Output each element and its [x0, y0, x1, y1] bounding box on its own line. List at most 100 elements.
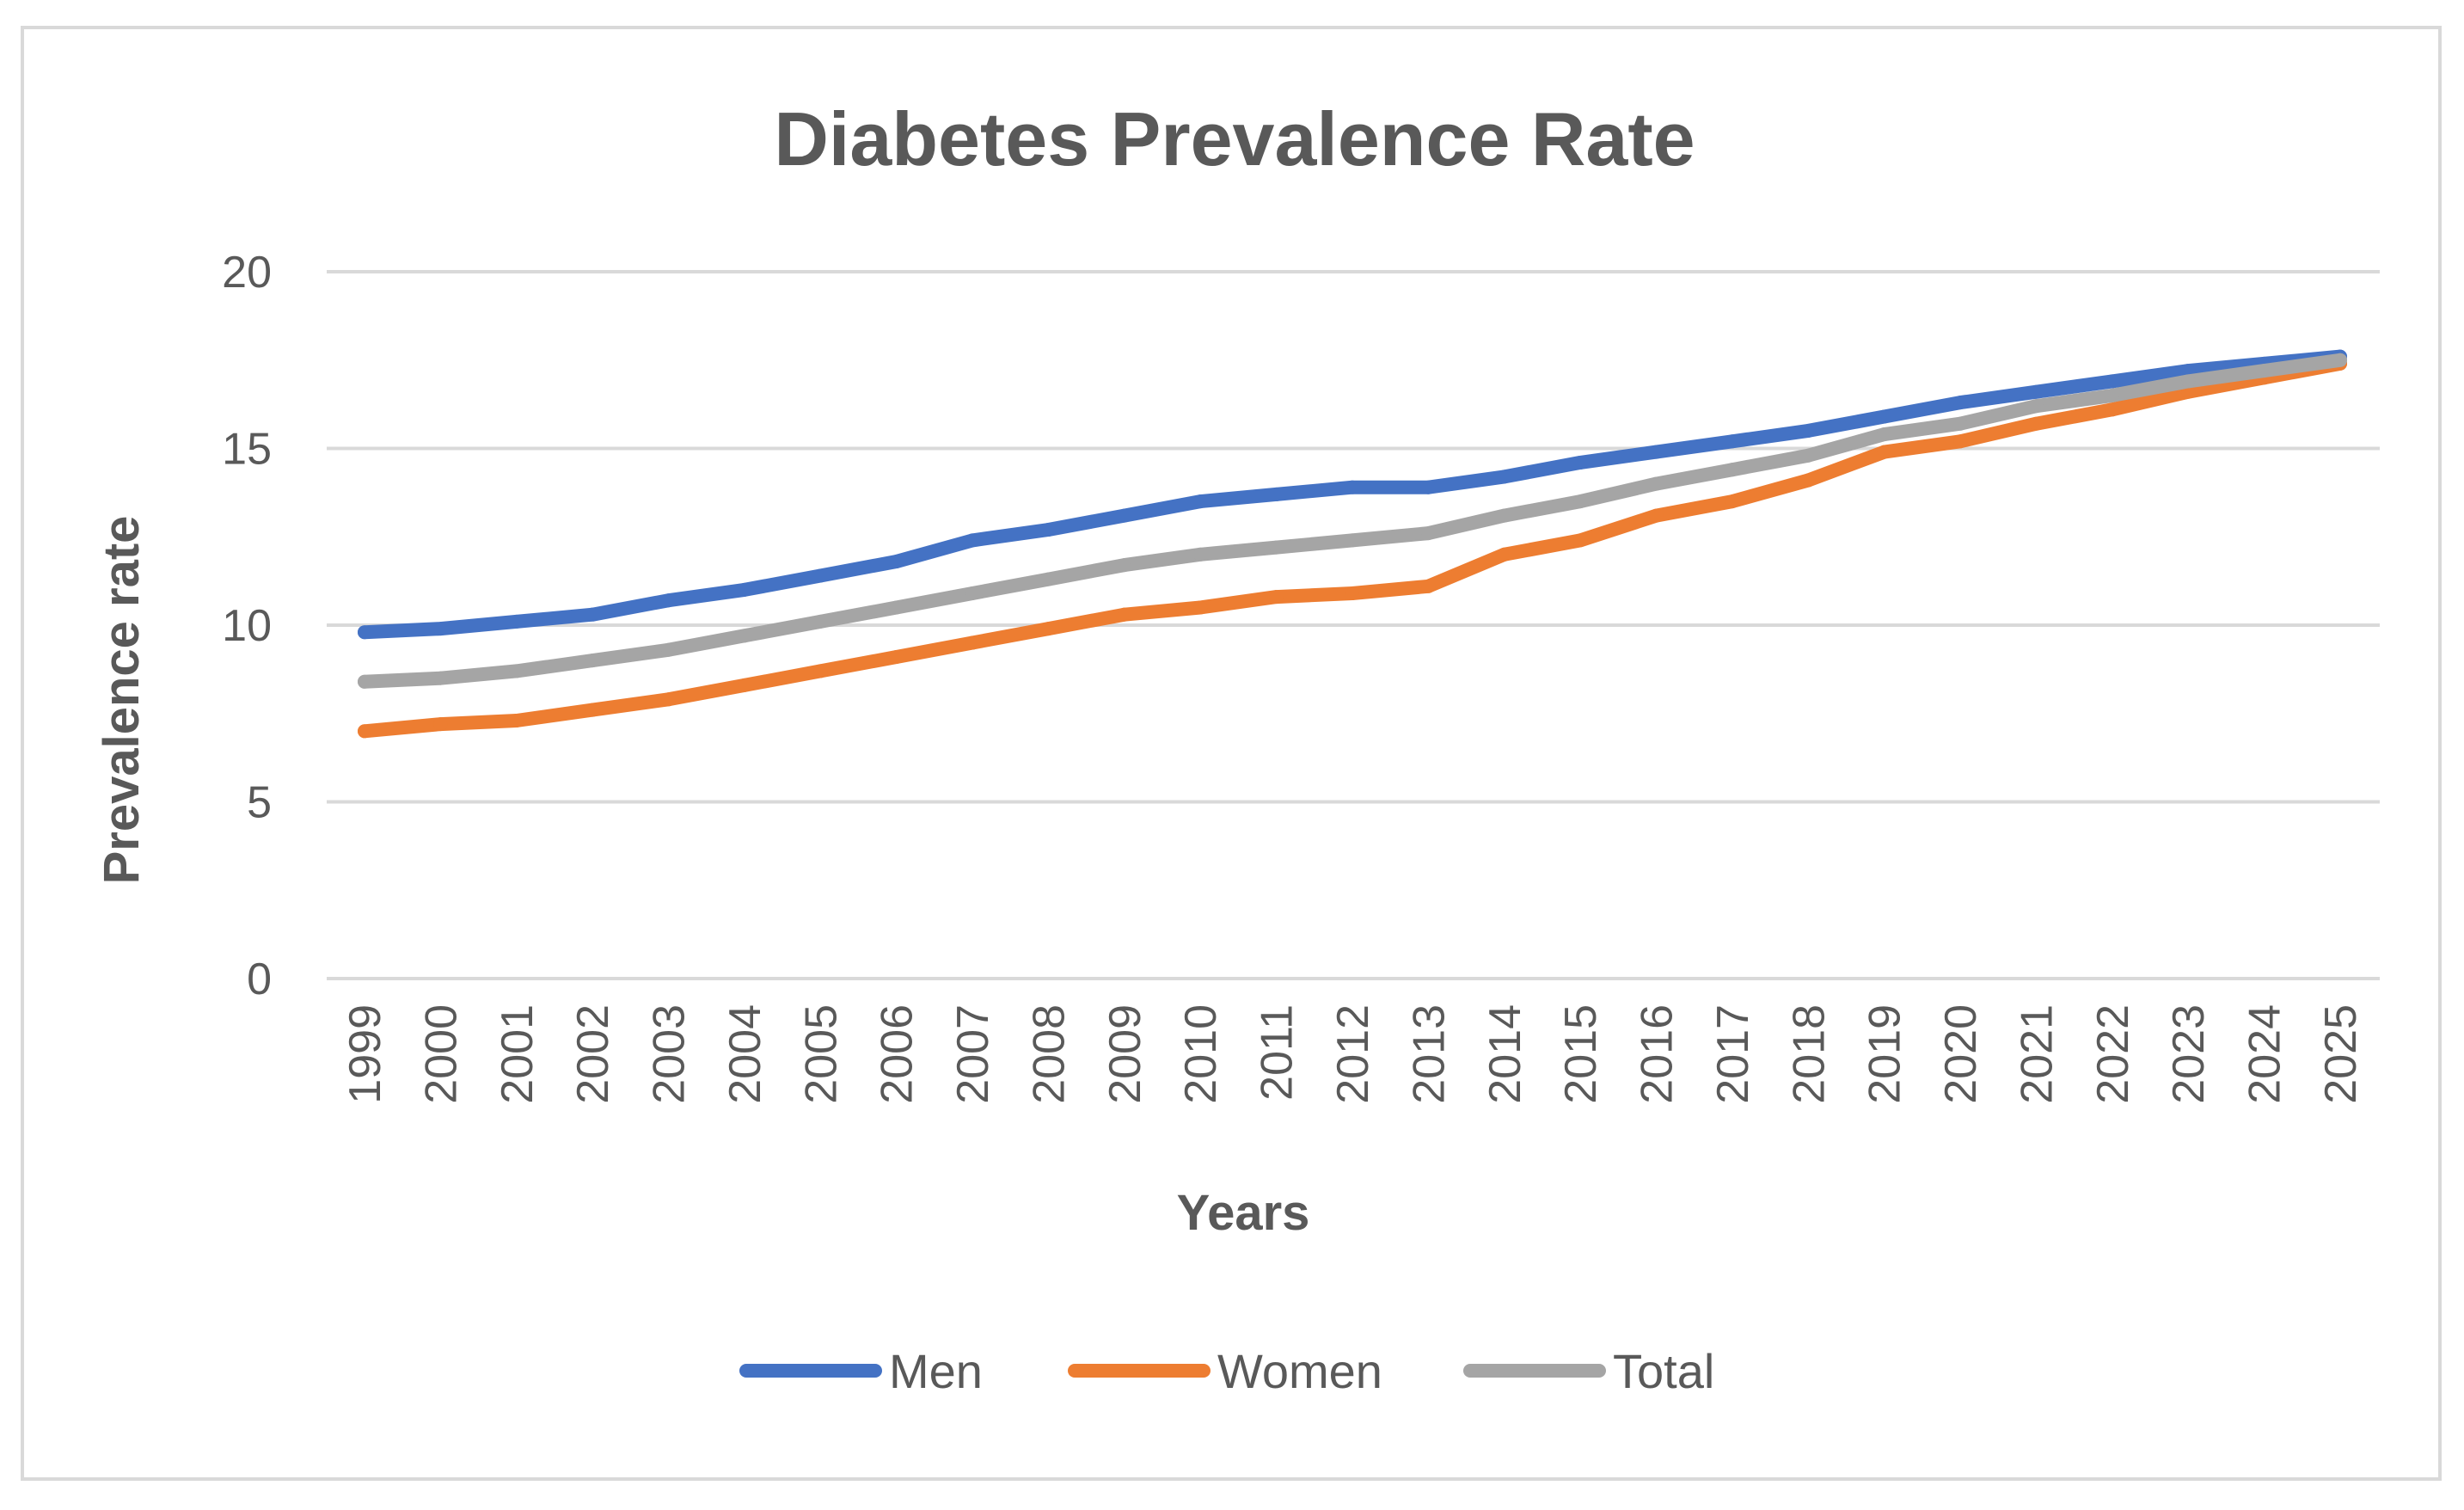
data-point-men — [737, 582, 751, 597]
data-point-women — [1497, 547, 1511, 562]
data-point-men — [1725, 434, 1739, 449]
data-point-total — [1041, 572, 1056, 586]
x-axis-tick-labels: 1999 2000 2001 2002 2003 2004 2005 2006 2007 2008… — [340, 1004, 2366, 1104]
data-point-men — [358, 625, 371, 640]
data-point-men — [661, 593, 676, 608]
x-tick-label: 2019 — [1860, 1004, 1910, 1104]
data-point-total — [737, 629, 751, 643]
data-point-men — [1345, 480, 1359, 494]
data-point-total — [1193, 547, 1208, 562]
data-point-women — [1193, 600, 1208, 615]
data-point-total — [1725, 463, 1739, 477]
data-point-total — [1345, 533, 1359, 548]
data-point-men — [433, 622, 448, 636]
series-line-total — [358, 353, 2347, 689]
data-point-total — [2029, 399, 2044, 414]
data-point-women — [737, 678, 751, 692]
data-point-women — [1573, 533, 1588, 548]
data-point-total — [358, 674, 371, 689]
data-point-total — [2181, 374, 2196, 389]
data-point-total — [1953, 416, 1968, 431]
x-tick-label: 2016 — [1633, 1004, 1683, 1104]
data-point-men — [1877, 409, 1891, 424]
data-point-women — [2029, 416, 2044, 431]
data-point-women — [1801, 473, 1816, 488]
y-tick-label: 0 — [247, 954, 272, 1004]
data-point-total — [2105, 388, 2119, 402]
data-point-men — [1953, 396, 1968, 410]
data-point-men — [585, 607, 600, 622]
data-point-women — [813, 664, 828, 678]
series-lines — [358, 349, 2347, 739]
data-point-women — [509, 713, 524, 727]
data-point-women — [358, 724, 371, 739]
legend: Men Women Total — [739, 1344, 1714, 1398]
data-point-total — [1497, 508, 1511, 523]
data-point-total — [509, 664, 524, 678]
data-point-men — [2105, 374, 2119, 389]
y-axis-title: Prevalence rate — [94, 516, 150, 885]
data-point-women — [1649, 508, 1664, 523]
data-point-women — [585, 703, 600, 717]
x-tick-label: 2006 — [873, 1004, 922, 1104]
data-point-women — [889, 649, 904, 664]
data-point-men — [1497, 470, 1511, 484]
x-tick-label: 2001 — [493, 1004, 542, 1104]
data-point-men — [2029, 384, 2044, 399]
data-point-total — [965, 586, 980, 601]
x-tick-label: 2021 — [2012, 1004, 2062, 1104]
x-tick-label: 2018 — [1784, 1004, 1834, 1104]
x-tick-label: 2017 — [1708, 1004, 1758, 1104]
x-tick-label: 2023 — [2164, 1004, 2214, 1104]
legend-label-total: Total — [1613, 1344, 1714, 1398]
x-tick-label: 2022 — [2088, 1004, 2138, 1104]
y-tick-label: 20 — [222, 248, 272, 298]
x-tick-label: 2013 — [1404, 1004, 1454, 1104]
data-point-men — [1193, 494, 1208, 509]
data-point-men — [1649, 445, 1664, 459]
chart-frame: Diabetes Prevalence Rate 0 5 10 15 20 1999 20… — [21, 26, 2442, 1481]
data-point-women — [1117, 607, 1131, 622]
x-tick-label: 2000 — [416, 1004, 466, 1104]
x-tick-label: 2012 — [1328, 1004, 1378, 1104]
line-chart: Diabetes Prevalence Rate 0 5 10 15 20 1999 20… — [94, 96, 2380, 1398]
data-point-women — [433, 717, 448, 732]
data-point-total — [433, 671, 448, 685]
data-point-total — [1801, 448, 1816, 463]
y-tick-label: 10 — [222, 601, 272, 651]
data-point-women — [1269, 590, 1284, 605]
data-point-total — [2333, 353, 2347, 367]
data-point-men — [1041, 523, 1056, 537]
data-point-men — [813, 568, 828, 583]
data-point-women — [965, 635, 980, 650]
data-point-women — [661, 692, 676, 707]
legend-label-women: Women — [1217, 1344, 1382, 1398]
data-point-total — [1573, 494, 1588, 509]
data-point-total — [1421, 526, 1436, 541]
x-tick-label: 2002 — [568, 1004, 618, 1104]
x-tick-label: 2004 — [720, 1004, 770, 1104]
legend-label-men: Men — [889, 1344, 983, 1398]
data-point-total — [889, 600, 904, 615]
x-axis-title: Years — [1177, 1185, 1310, 1241]
data-point-total — [585, 654, 600, 668]
data-point-total — [813, 614, 828, 629]
data-point-total — [1117, 558, 1131, 573]
data-point-women — [2105, 402, 2119, 417]
data-point-women — [1725, 494, 1739, 509]
y-tick-label: 5 — [247, 778, 272, 828]
data-point-women — [1421, 579, 1436, 593]
x-tick-label: 2005 — [796, 1004, 846, 1104]
y-tick-label: 15 — [222, 425, 272, 475]
data-point-total — [2257, 364, 2271, 378]
data-point-men — [1421, 480, 1436, 494]
data-point-men — [1801, 423, 1816, 438]
data-point-men — [965, 533, 980, 548]
data-point-total — [1877, 427, 1891, 442]
data-point-men — [1269, 487, 1284, 501]
x-tick-label: 2007 — [948, 1004, 998, 1104]
data-point-men — [889, 555, 904, 569]
chart-title: Diabetes Prevalence Rate — [774, 96, 1695, 181]
x-tick-label: 1999 — [340, 1004, 390, 1104]
data-point-men — [509, 614, 524, 629]
